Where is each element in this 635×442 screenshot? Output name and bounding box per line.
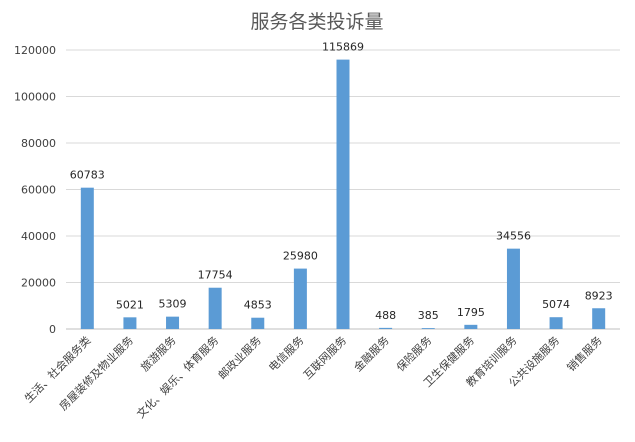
data-label: 5309 (159, 298, 187, 311)
y-tick-label: 60000 (21, 184, 56, 197)
data-label: 488 (375, 309, 396, 322)
data-label: 4853 (244, 299, 272, 312)
y-tick-label: 20000 (21, 277, 56, 290)
data-label: 115869 (322, 41, 364, 54)
data-label: 385 (418, 309, 439, 322)
data-label: 60783 (70, 169, 105, 182)
data-label: 1795 (457, 306, 485, 319)
bar (592, 308, 606, 329)
bars (80, 59, 606, 329)
x-tick-label: 互联网服务 (301, 334, 349, 382)
y-tick-label: 40000 (21, 230, 56, 243)
x-tick-label: 旅游服务 (138, 333, 179, 374)
x-tick-label: 房屋装修及物业服务 (56, 333, 136, 413)
bar (251, 317, 265, 329)
data-label: 5021 (116, 298, 144, 311)
bar (379, 327, 393, 329)
bar (123, 317, 137, 329)
data-label: 8923 (585, 289, 613, 302)
chart-title: 服务各类投诉量 (250, 11, 383, 33)
bar (166, 316, 180, 329)
data-labels: 60783 5021 5309 17754 4853 25980 115869 488 385 1… (70, 41, 613, 323)
x-tick-label: 销售服务 (564, 333, 605, 374)
bar (464, 324, 478, 329)
x-tick-label: 邮政业服务 (215, 333, 264, 382)
x-tick-label: 文化、娱乐、体育服务 (134, 333, 222, 421)
bar (293, 268, 307, 329)
bar (549, 317, 563, 329)
x-tick-label: 电信服务 (266, 334, 306, 374)
y-tick-label: 120000 (14, 44, 56, 57)
y-tick-label: 0 (49, 323, 56, 336)
bar (80, 187, 94, 329)
data-label: 5074 (542, 298, 570, 311)
bar (336, 59, 350, 329)
bar (208, 287, 222, 329)
y-axis-ticks: 0 20000 40000 60000 80000 100000 120000 (14, 44, 56, 336)
y-tick-label: 100000 (14, 91, 56, 104)
bar (506, 248, 520, 329)
data-label: 25980 (283, 250, 318, 263)
data-label: 34556 (496, 230, 531, 243)
y-tick-label: 80000 (21, 137, 56, 150)
x-tick-label: 金融服务 (351, 333, 392, 374)
x-tick-label: 保险服务 (393, 333, 434, 374)
bar (421, 328, 435, 329)
data-label: 17754 (198, 269, 233, 282)
